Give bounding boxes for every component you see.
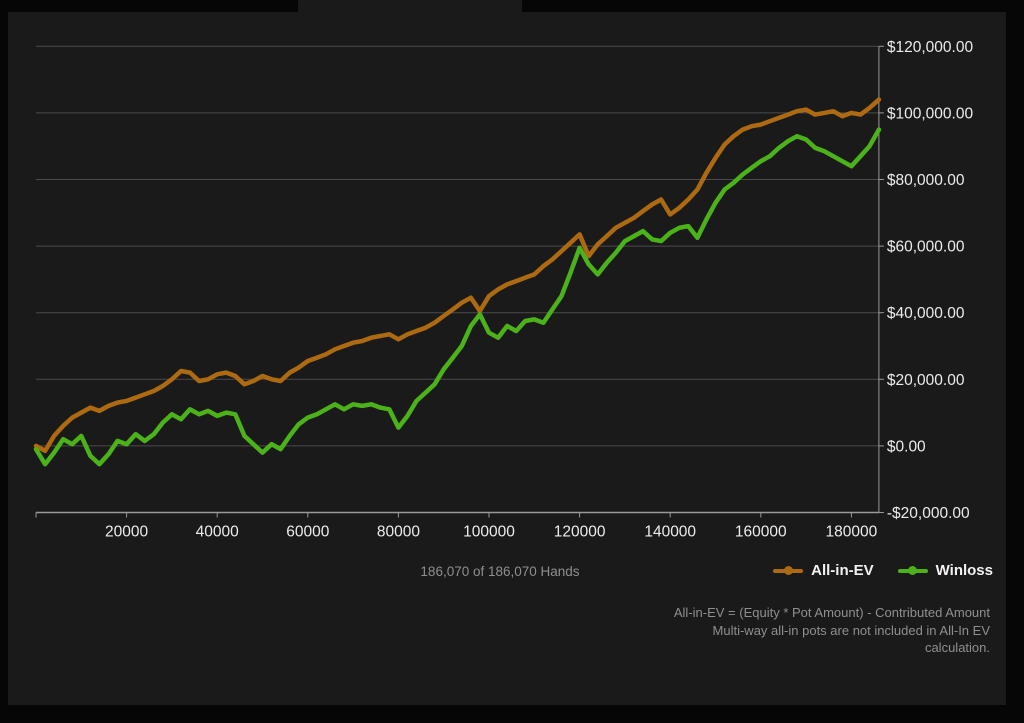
x-tick-label: 80000 [377, 524, 420, 541]
legend-label: Winloss [935, 562, 993, 579]
x-tick-label: 60000 [286, 524, 329, 541]
chart-legend: All-in-EV Winloss [773, 562, 993, 579]
hands-counter: 186,070 of 186,070 Hands [420, 564, 580, 579]
x-tick-label: 120000 [554, 524, 606, 541]
y-tick-label: $120,000.00 [887, 39, 974, 56]
x-tick-label: 160000 [735, 524, 787, 541]
winloss-line-marker-icon [897, 566, 928, 575]
ev-formula-text: All-in-EV = (Equity * Pot Amount) - Cont… [673, 605, 990, 620]
y-tick-label: $20,000.00 [887, 372, 965, 389]
multiway-note-text: Multi-way all-in pots are not included i… [712, 622, 990, 656]
marker-dot [908, 566, 918, 575]
top-tab-notch [298, 0, 522, 12]
y-tick-label: $100,000.00 [887, 105, 974, 122]
x-tick-label: 100000 [463, 524, 515, 541]
y-tick-label: $60,000.00 [887, 239, 965, 256]
legend-item-winloss[interactable]: Winloss [897, 562, 993, 579]
y-tick-label: $80,000.00 [887, 172, 965, 189]
x-tick-label: 180000 [826, 524, 878, 541]
x-tick-label: 40000 [196, 524, 239, 541]
x-tick-label: 20000 [105, 524, 148, 541]
legend-label: All-in-EV [811, 562, 874, 579]
y-tick-label: $0.00 [887, 438, 926, 455]
ev-disclaimer: All-in-EV = (Equity * Pot Amount) - Cont… [645, 604, 990, 657]
series-line-all-in-ev [33, 97, 882, 454]
x-tick-label: 140000 [644, 524, 696, 541]
marker-dot [783, 566, 793, 575]
series-line-winloss [33, 127, 882, 467]
y-tick-label: -$20,000.00 [887, 505, 970, 522]
all-in-ev-line-marker-icon [773, 566, 804, 575]
y-tick-label: $40,000.00 [887, 305, 965, 322]
graph-panel [8, 12, 1006, 705]
legend-item-all-in-ev[interactable]: All-in-EV [773, 562, 874, 579]
